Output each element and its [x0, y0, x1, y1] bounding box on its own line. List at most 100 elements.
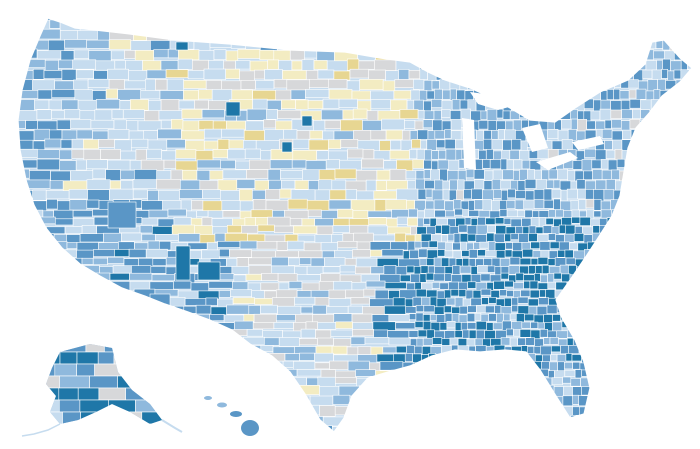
- county-cell: [124, 425, 138, 432]
- county-cell: [18, 361, 38, 372]
- county-cell: [643, 218, 652, 226]
- county-cell: [590, 377, 600, 387]
- county-cell: [289, 218, 303, 226]
- county-cell: [522, 248, 534, 258]
- county-cell: [355, 170, 378, 182]
- county-cell: [305, 89, 330, 98]
- county-cell: [350, 39, 375, 50]
- county-cell: [110, 50, 125, 60]
- county-cell: [640, 226, 652, 237]
- county-cell: [260, 304, 278, 314]
- county-cell: [340, 436, 356, 445]
- county-cell: [512, 436, 521, 446]
- county-cell: [487, 415, 496, 428]
- county-cell: [362, 120, 382, 132]
- county-cell: [444, 139, 456, 150]
- county-cell: [566, 188, 578, 200]
- county-cell: [672, 265, 684, 276]
- county-cell: [45, 322, 60, 333]
- county-cell: [629, 210, 640, 219]
- county-cell: [646, 362, 658, 371]
- county-cell: [490, 338, 502, 347]
- county-cell: [639, 406, 650, 419]
- county-cell: [281, 141, 293, 153]
- alaska-borough: [121, 363, 152, 377]
- county-cell: [530, 329, 541, 339]
- county-cell: [405, 19, 417, 30]
- county-cell: [514, 395, 523, 408]
- county-cell: [636, 305, 647, 313]
- county-cell: [243, 130, 265, 142]
- county-cell: [482, 189, 494, 202]
- county-cell: [295, 99, 309, 110]
- county-cell: [575, 305, 583, 315]
- county-cell: [18, 322, 29, 330]
- county-cell: [667, 199, 676, 209]
- county-cell: [621, 109, 633, 119]
- county-cell: [404, 405, 414, 417]
- county-cell: [662, 149, 672, 162]
- county-cell: [504, 415, 514, 425]
- county-cell: [422, 29, 433, 41]
- county-cell: [603, 18, 612, 21]
- county-cell: [439, 60, 447, 73]
- county-cell: [450, 288, 459, 297]
- county-cell: [607, 378, 618, 388]
- alaska-borough: [99, 423, 128, 424]
- county-cell: [275, 289, 298, 299]
- county-cell: [114, 60, 127, 70]
- county-cell: [332, 218, 350, 226]
- county-cell: [288, 416, 301, 427]
- county-cell: [521, 159, 531, 170]
- county-cell: [87, 189, 110, 202]
- county-cell: [459, 19, 470, 28]
- county-cell: [500, 337, 511, 346]
- county-cell: [686, 190, 692, 203]
- county-cell: [103, 313, 128, 324]
- county-cell: [645, 346, 655, 356]
- county-cell: [315, 39, 336, 50]
- county-cell: [55, 18, 72, 20]
- county-cell: [594, 306, 605, 315]
- county-cell: [18, 249, 34, 260]
- county-cell: [431, 361, 442, 371]
- county-cell: [43, 337, 64, 346]
- county-cell: [431, 80, 440, 90]
- county-cell: [623, 330, 633, 341]
- county-cell: [222, 360, 245, 370]
- county-cell: [572, 436, 580, 445]
- county-cell: [622, 129, 632, 140]
- county-cell: [318, 179, 333, 191]
- county-cell: [424, 40, 437, 51]
- county-cell: [520, 436, 527, 444]
- county-cell: [641, 320, 649, 332]
- county-cell: [433, 257, 442, 268]
- county-cell: [652, 305, 664, 317]
- county-cell: [673, 395, 685, 409]
- county-cell: [496, 108, 504, 119]
- county-cell: [602, 322, 610, 331]
- county-cell: [550, 354, 558, 362]
- county-cell: [485, 217, 496, 225]
- county-cell: [538, 40, 547, 52]
- county-cell: [59, 160, 77, 172]
- county-cell: [220, 159, 236, 169]
- county-cell: [443, 305, 452, 313]
- county-cell: [482, 18, 491, 19]
- county-cell: [165, 406, 189, 416]
- county-cell: [410, 89, 420, 102]
- county-cell: [693, 370, 700, 377]
- county-cell: [482, 159, 491, 169]
- county-cell: [222, 169, 247, 179]
- county-cell: [399, 274, 411, 282]
- county-cell: [694, 233, 700, 240]
- county-cell: [460, 436, 467, 446]
- county-cell: [217, 139, 230, 151]
- county-cell: [209, 170, 224, 180]
- county-cell: [346, 346, 359, 356]
- county-cell: [394, 79, 414, 88]
- county-cell: [696, 331, 700, 339]
- county-cell: [688, 322, 692, 333]
- county-cell: [166, 368, 184, 379]
- county-cell: [610, 314, 620, 324]
